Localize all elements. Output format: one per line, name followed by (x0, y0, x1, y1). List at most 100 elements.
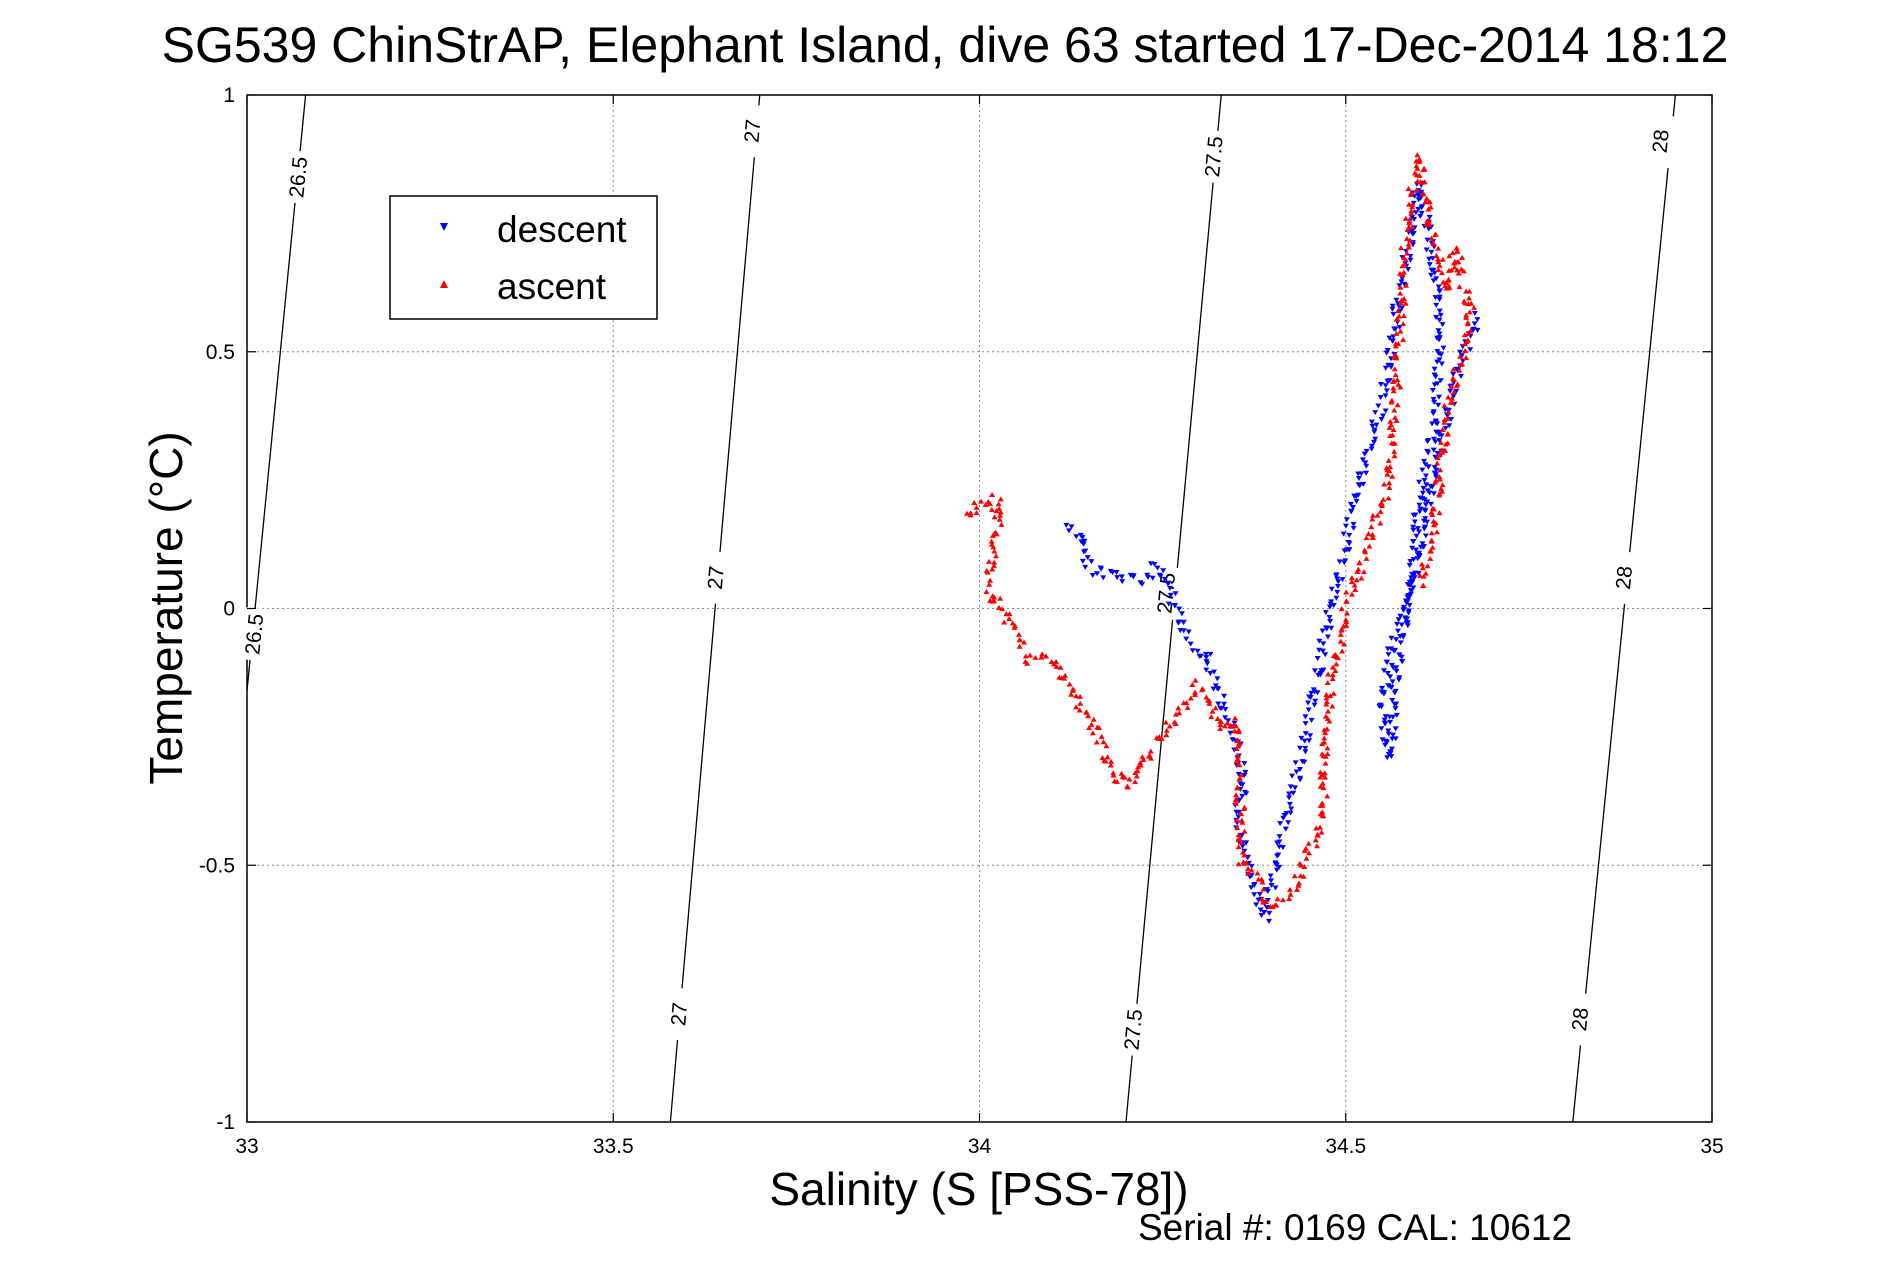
descent-point (1388, 746, 1395, 752)
ascent-point (1137, 762, 1144, 768)
ascent-point (1001, 619, 1008, 625)
ascent-point (1076, 707, 1083, 713)
ascent-point (1369, 534, 1376, 540)
descent-point (1381, 717, 1388, 723)
ascent-point (1209, 708, 1216, 714)
ascent-point (1038, 654, 1045, 660)
ascent-point (1416, 572, 1423, 578)
x-axis-label: Salinity (S [PSS-78]) (769, 1163, 1188, 1215)
descent-point (1389, 714, 1396, 720)
ascent-point (1386, 480, 1393, 486)
x-tick-label: 33.5 (593, 1135, 634, 1158)
ascent-point (1439, 256, 1446, 262)
ascent-point (1393, 417, 1400, 423)
calibration-footer: Serial #: 0169 CAL: 10612 (1138, 1207, 1572, 1248)
ascent-point (1343, 589, 1350, 595)
ascent-point (1362, 549, 1369, 555)
descent-point (1119, 579, 1126, 585)
ascent-point (1294, 886, 1301, 892)
ascent-point (1140, 756, 1147, 762)
ascent-point (1431, 479, 1438, 485)
contour-label-bg (736, 103, 769, 159)
descent-point (1164, 581, 1171, 587)
descent-point (1387, 362, 1394, 368)
y-tick-label: -0.5 (199, 854, 235, 877)
ascent-point (1066, 681, 1073, 687)
descent-point (1389, 306, 1396, 312)
descent-point (1424, 237, 1431, 243)
y-tick-label: 1 (223, 84, 235, 107)
ascent-point (1233, 746, 1240, 752)
descent-point (1432, 439, 1439, 445)
ascent-point (1088, 721, 1095, 727)
descent-point (1430, 436, 1437, 442)
descent-point (1320, 641, 1327, 647)
descent-point (1431, 372, 1438, 378)
ascent-point (1322, 753, 1329, 759)
descent-point (1382, 393, 1389, 399)
ascent-point (1083, 709, 1090, 715)
descent-point (1431, 465, 1438, 471)
ascent-point (1217, 721, 1224, 727)
data-points (964, 152, 1481, 924)
descent-point (1432, 472, 1439, 478)
ascent-point (1305, 840, 1312, 846)
ascent-point (1406, 220, 1413, 226)
ascent-point (1400, 313, 1407, 319)
descent-point (1422, 462, 1429, 468)
descent-point (1453, 366, 1460, 372)
ascent-point (1217, 725, 1224, 731)
ascent-point (1093, 739, 1100, 745)
descent-point (1203, 655, 1210, 661)
ascent-point (1317, 824, 1324, 830)
descent-point (1412, 210, 1419, 216)
ascent-point (1118, 770, 1125, 776)
ascent-point (1419, 565, 1426, 571)
ascent-point (1319, 812, 1326, 818)
ascent-point (1459, 361, 1466, 367)
descent-point (1409, 214, 1416, 220)
descent-point (1421, 458, 1428, 464)
descent-point (1471, 310, 1478, 316)
descent-point (1397, 640, 1404, 646)
descent-point (1422, 533, 1429, 539)
ascent-point (1232, 715, 1239, 721)
descent-point (1407, 559, 1414, 565)
descent-point (1253, 902, 1260, 908)
descent-point (1235, 809, 1242, 815)
descent-point (1409, 579, 1416, 585)
descent-point (1380, 668, 1387, 674)
ascent-point (1104, 754, 1111, 760)
ascent-point (997, 595, 1004, 601)
ascent-point (1400, 336, 1407, 342)
descent-point (1207, 651, 1214, 657)
descent-point (1073, 534, 1080, 540)
contour-label: 26.5 (285, 156, 312, 199)
descent-point (1427, 483, 1434, 489)
descent-point (1261, 909, 1268, 915)
ascent-point (990, 562, 997, 568)
ascent-point (1301, 864, 1308, 870)
ascent-point (1121, 774, 1128, 780)
ascent-point (1232, 800, 1239, 806)
ascent-point (1062, 672, 1069, 678)
ascent-point (983, 588, 990, 594)
descent-point (1387, 674, 1394, 680)
descent-point (1392, 706, 1399, 712)
y-tick-label: 0.5 (206, 341, 235, 364)
descent-point (1297, 777, 1304, 783)
descent-point (1414, 526, 1421, 532)
ascent-point (1397, 290, 1404, 296)
ascent-point (1390, 385, 1397, 391)
ascent-point (1443, 280, 1450, 286)
ascent-point (1441, 419, 1448, 425)
ascent-point (1217, 718, 1224, 724)
descent-point (1377, 382, 1384, 388)
ascent-point (1391, 366, 1398, 372)
ascent-point (988, 538, 995, 544)
ascent-point (1352, 586, 1359, 592)
ascent-point (1086, 725, 1093, 731)
descent-point (1308, 717, 1315, 723)
ascent-point (1454, 248, 1461, 254)
